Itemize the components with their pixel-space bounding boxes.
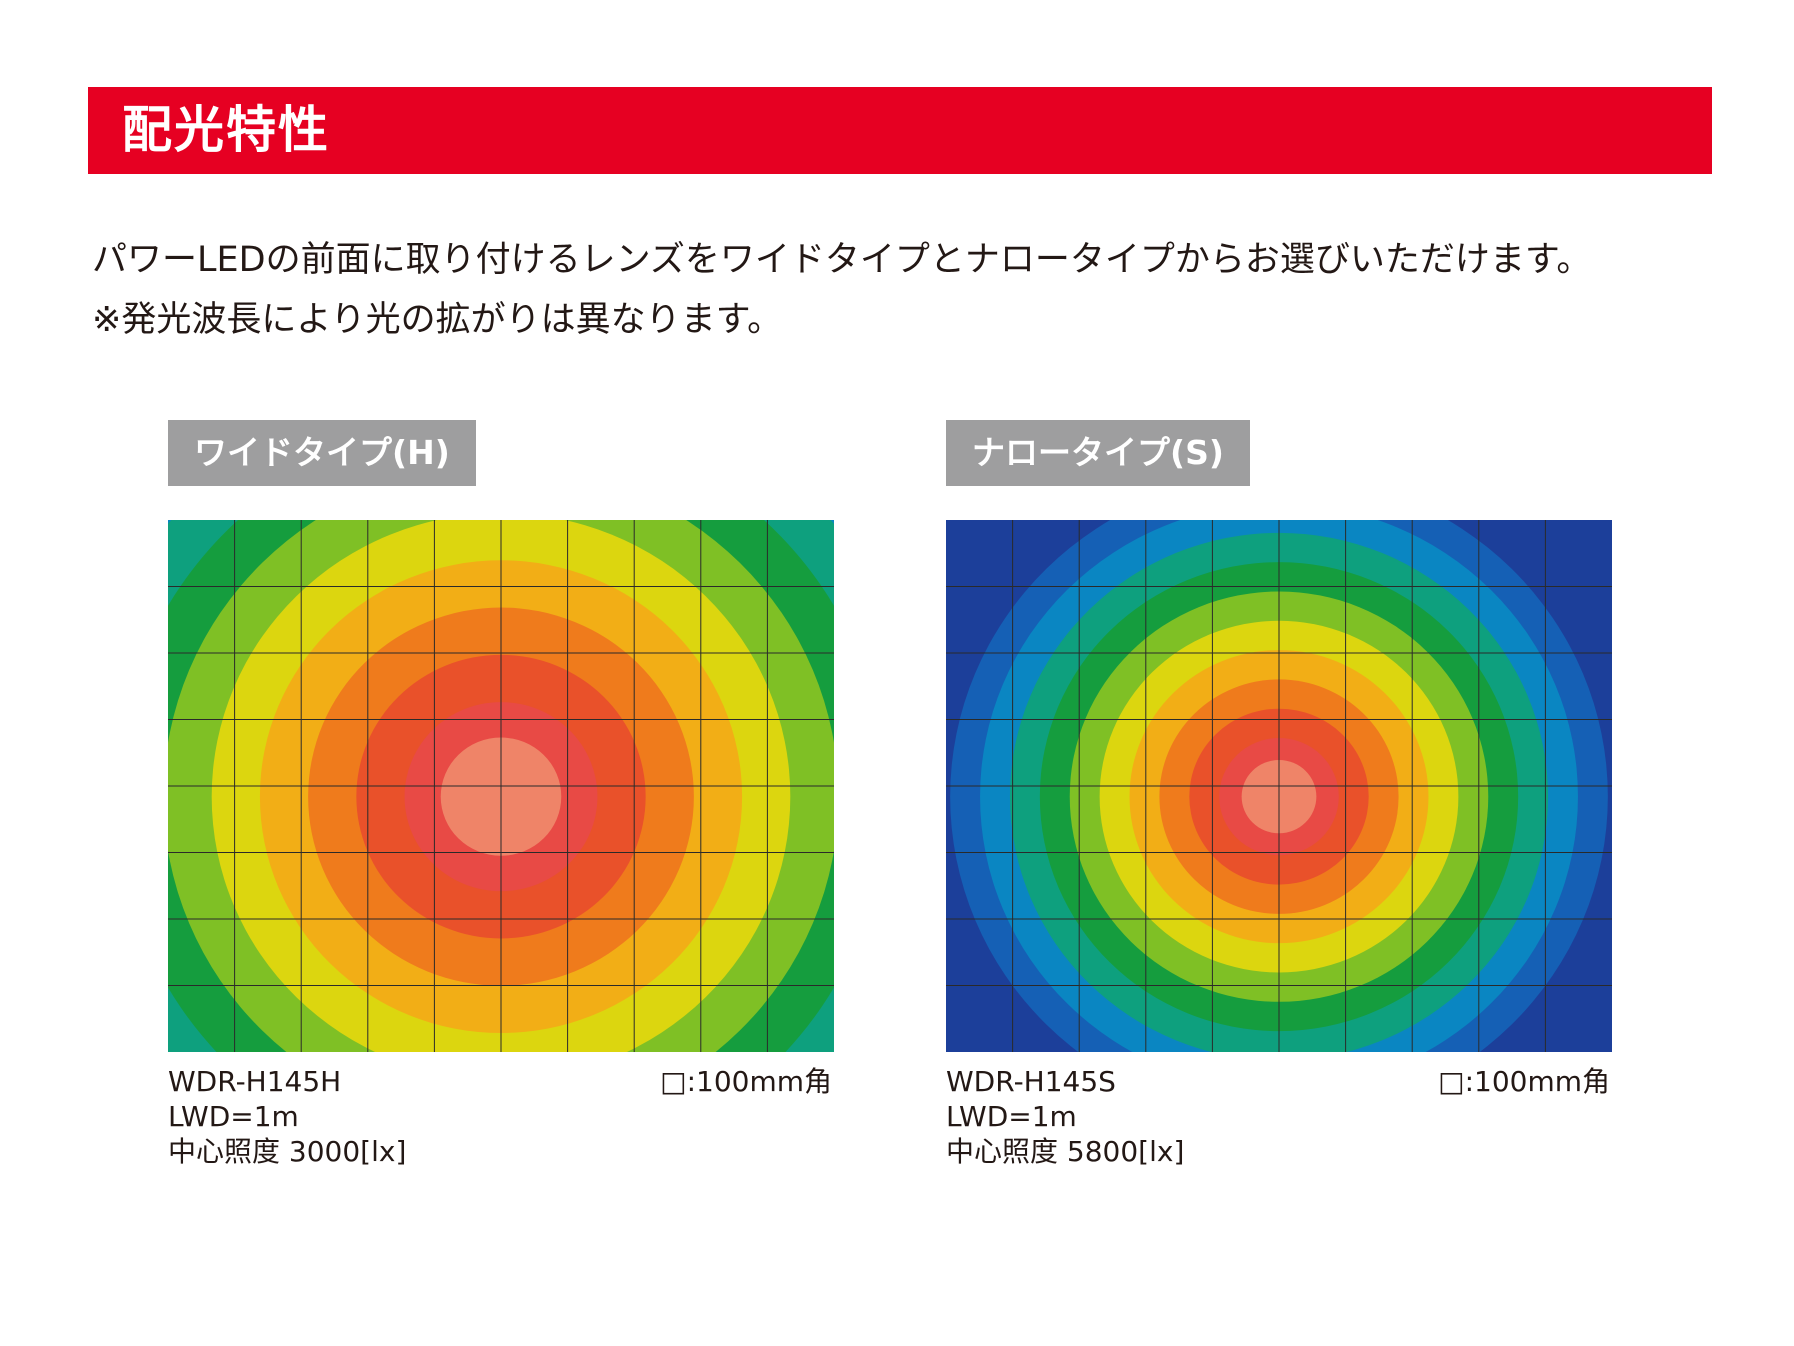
wide-type-label: ワイドタイプ(H) <box>168 420 476 486</box>
wide-model-name: WDR-H145H <box>168 1065 342 1098</box>
narrow-light-distribution-map <box>946 520 1612 1052</box>
wide-lwd: LWD=1m <box>168 1100 299 1133</box>
narrow-illuminance-value: 5800[lx] <box>1066 1135 1185 1168</box>
section-header: 配光特性 <box>88 87 1712 174</box>
narrow-grid-scale: □:100mm角 <box>1438 1065 1610 1098</box>
wide-light-distribution-map <box>168 520 834 1052</box>
intro-line-1: パワーLEDの前面に取り付けるレンズをワイドタイプとナロータイプからお選びいただ… <box>92 240 1592 280</box>
narrow-lwd: LWD=1m <box>946 1100 1077 1133</box>
narrow-illuminance-label: 中心照度 <box>946 1135 1059 1168</box>
wide-center-illuminance: 中心照度 3000[lx] <box>168 1134 834 1169</box>
wide-grid-scale: □:100mm角 <box>660 1065 832 1098</box>
narrow-center-illuminance: 中心照度 5800[lx] <box>946 1134 1612 1169</box>
wide-illuminance-label: 中心照度 <box>168 1135 281 1168</box>
section-title: 配光特性 <box>122 101 330 159</box>
wide-caption: WDR-H145H LWD=1m 中心照度 3000[lx] □:100mm角 <box>168 1064 834 1169</box>
narrow-model-name: WDR-H145S <box>946 1065 1116 1098</box>
wide-illuminance-value: 3000[lx] <box>288 1135 407 1168</box>
intro-line-2: ※発光波長により光の拡がりは異なります。 <box>92 300 783 340</box>
narrow-type-label: ナロータイプ(S) <box>946 420 1250 486</box>
intro-text: パワーLEDの前面に取り付けるレンズをワイドタイプとナロータイプからお選びいただ… <box>92 230 1732 350</box>
narrow-caption: WDR-H145S LWD=1m 中心照度 5800[lx] □:100mm角 <box>946 1064 1612 1169</box>
